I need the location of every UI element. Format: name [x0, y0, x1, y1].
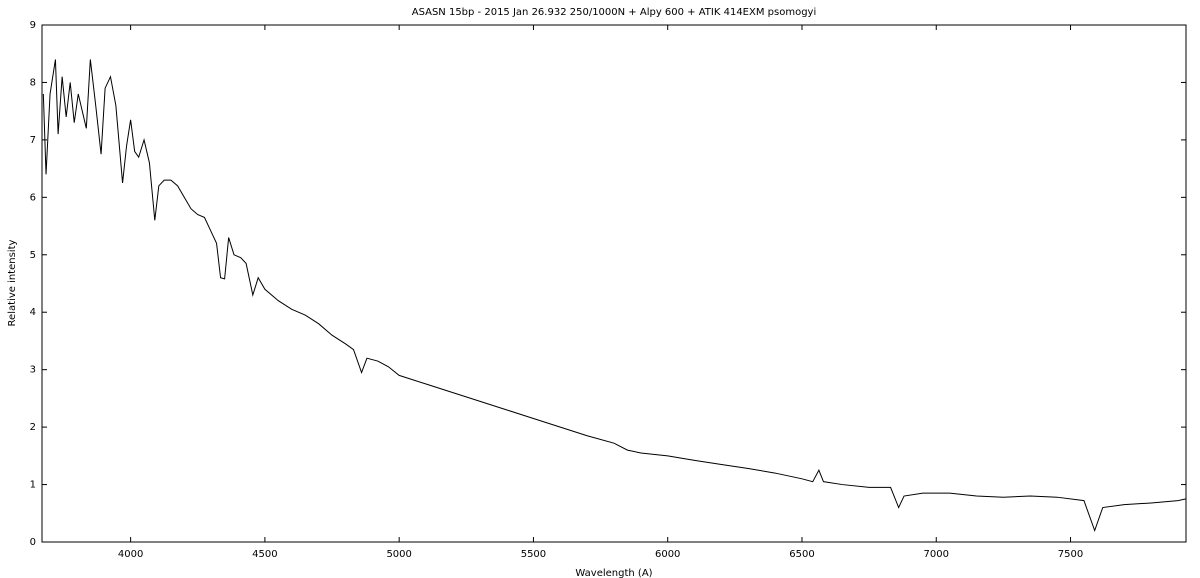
x-tick-label: 6000	[655, 549, 680, 560]
spectrum-line	[42, 59, 1187, 533]
y-tick-label: 2	[30, 422, 36, 433]
y-tick-label: 1	[30, 480, 36, 491]
y-tick-label: 3	[30, 365, 36, 376]
plot-frame	[41, 24, 1187, 543]
y-axis-label: Relative intensity	[7, 239, 18, 326]
chart-title: ASASN 15bp - 2015 Jan 26.932 250/1000N +…	[412, 7, 817, 18]
x-tick-label: 4500	[252, 549, 277, 560]
y-tick-label: 7	[30, 135, 36, 146]
x-axis-label: Wavelength (A)	[575, 568, 652, 578]
x-tick-label: 7500	[1058, 549, 1083, 560]
y-tick-label: 8	[30, 77, 36, 88]
y-tick-label: 0	[30, 537, 36, 548]
y-tick-label: 5	[30, 250, 36, 261]
x-tick-label: 5500	[521, 549, 546, 560]
y-tick-label: 9	[30, 20, 36, 31]
x-tick-label: 6500	[789, 549, 814, 560]
x-tick-label: 5000	[386, 549, 411, 560]
y-tick-label: 6	[30, 192, 36, 203]
x-tick-label: 4000	[118, 549, 143, 560]
y-tick-label: 4	[30, 307, 36, 318]
x-tick-label: 7000	[924, 549, 949, 560]
